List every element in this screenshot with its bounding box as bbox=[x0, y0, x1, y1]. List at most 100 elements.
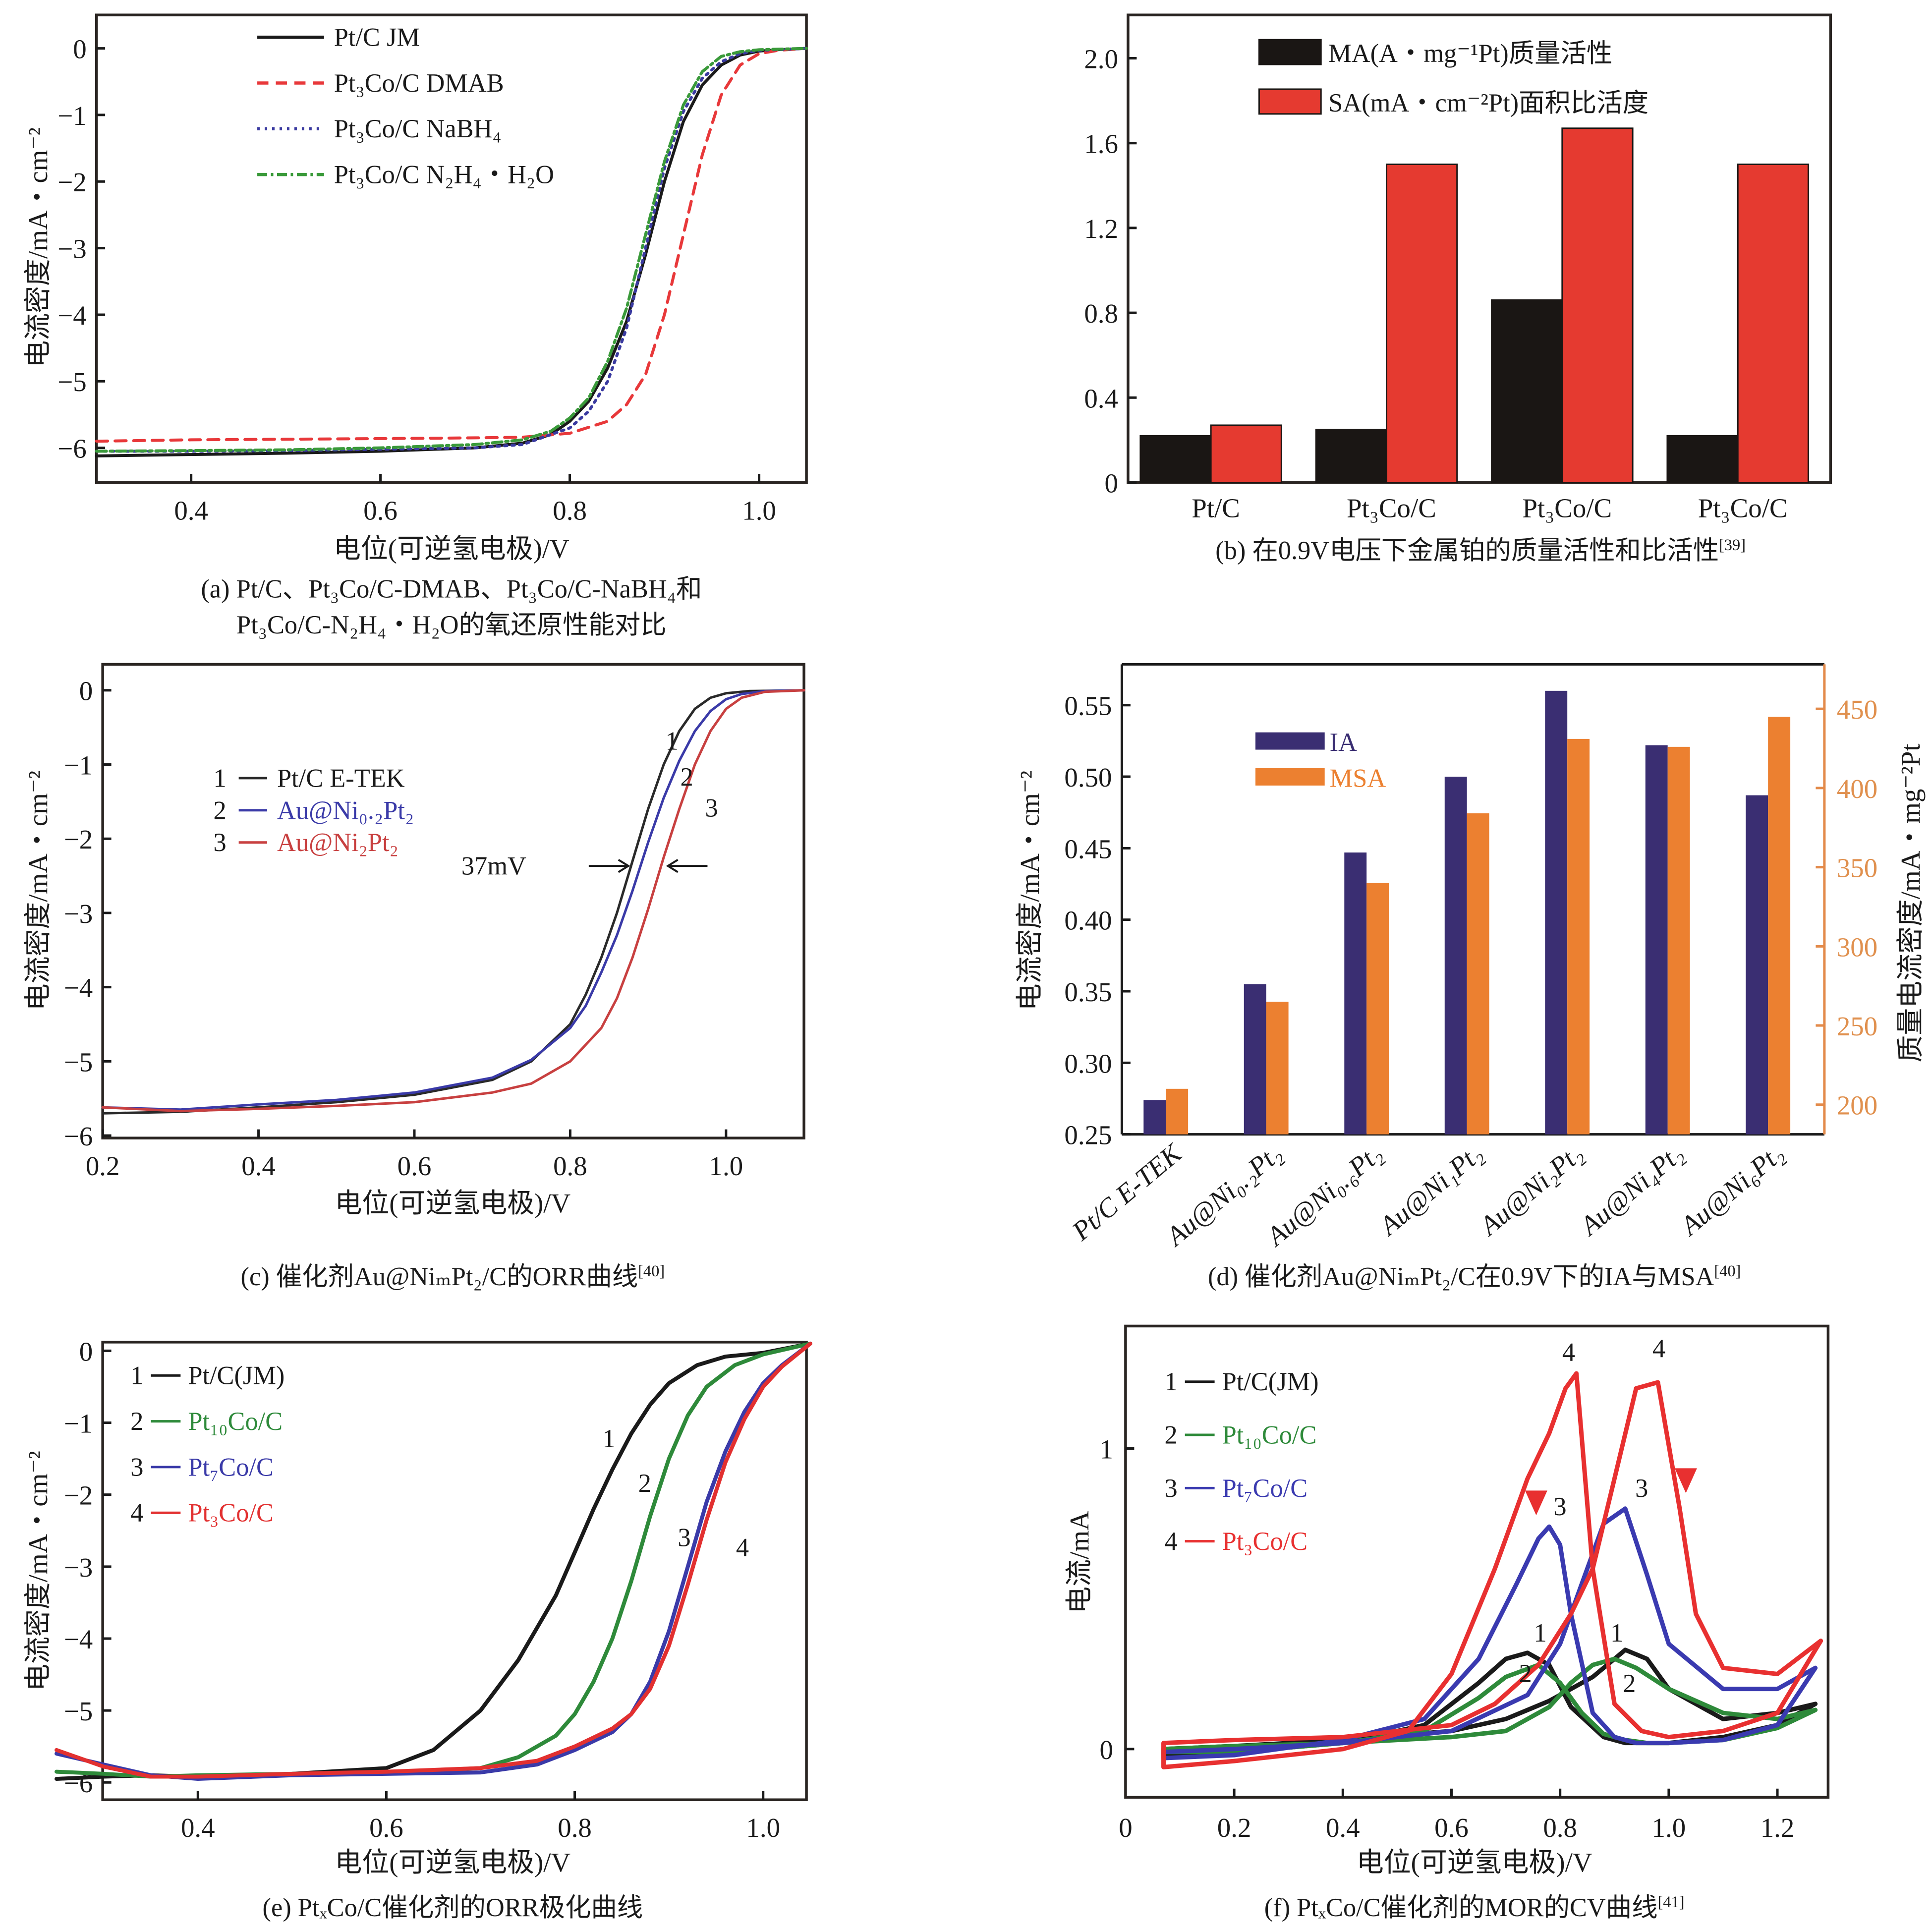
y-tick-label: −5 bbox=[64, 1696, 93, 1726]
bar bbox=[1210, 424, 1282, 483]
y-axis-label: 电流密度/mA・cm⁻² bbox=[23, 771, 53, 1011]
x-axis-label: 电位(可逆氢电极)/V bbox=[1357, 1847, 1592, 1877]
y-tick-label: 0 bbox=[1100, 1735, 1113, 1765]
x-tick-label: 1.0 bbox=[1652, 1813, 1686, 1843]
curve-label: 4 bbox=[1562, 1338, 1575, 1366]
y-tick-label: −4 bbox=[64, 973, 93, 1003]
legend-label: Au@Ni₀.₂Pt₂ bbox=[277, 796, 414, 825]
x-tick-label: 0.6 bbox=[398, 1151, 432, 1181]
x-tick-label: 1.2 bbox=[1761, 1813, 1795, 1843]
bar-msa bbox=[1166, 1088, 1189, 1135]
curve-label: 4 bbox=[736, 1533, 749, 1562]
y-axis-label: 电流密度/mA・cm⁻² bbox=[23, 1451, 53, 1691]
legend-label: SA(mA・cm⁻²Pt)面积比活度 bbox=[1328, 89, 1648, 117]
bar-ia bbox=[1444, 777, 1467, 1135]
y-tick-label: 0.40 bbox=[1064, 906, 1112, 936]
legend-label: Pt/C JM bbox=[334, 23, 420, 52]
x-axis-label: 电位(可逆氢电极)/V bbox=[335, 1847, 571, 1877]
y-tick-label: 0.8 bbox=[1084, 298, 1118, 329]
shift-annotation: 37mV bbox=[461, 852, 526, 881]
series-line bbox=[55, 1341, 812, 1779]
y-axis-right-label: 质量电流密度/mA・mg⁻²Pt bbox=[1895, 743, 1926, 1062]
plot-frame bbox=[101, 1341, 808, 1801]
panel-caption: (c) 催化剂Au@NiₘPt₂/C的ORR曲线[40] bbox=[241, 1262, 665, 1291]
panel-caption: (f) PtₓCo/C催化剂的MOR的CV曲线[41] bbox=[1264, 1893, 1685, 1922]
bar-msa bbox=[1667, 746, 1690, 1135]
legend: MA(A・mg⁻¹Pt)质量活性 SA(mA・cm⁻²Pt)面积比活度 bbox=[1258, 39, 1648, 117]
curve-label: 1 bbox=[602, 1424, 615, 1453]
legend-label: Pt₃Co/C DMAB bbox=[334, 69, 504, 98]
bar bbox=[1666, 435, 1739, 483]
legend-swatch bbox=[1255, 732, 1325, 750]
x-tick-label: 0.4 bbox=[241, 1151, 276, 1181]
bar-ia bbox=[1746, 795, 1768, 1135]
bar-msa bbox=[1467, 813, 1489, 1135]
y-axis-label: 电流/mA bbox=[1064, 1511, 1094, 1614]
y-tick-label: −1 bbox=[57, 101, 86, 131]
y-tick-label: −1 bbox=[64, 750, 93, 780]
x-tick-label: 0.4 bbox=[1326, 1813, 1360, 1843]
caption-reference: [40] bbox=[1714, 1262, 1741, 1280]
caption-reference: [40] bbox=[638, 1262, 665, 1280]
legend-label: Pt/C E-TEK bbox=[277, 764, 405, 793]
panel-caption: (b) 在0.9V电压下金属铂的质量活性和比活性[39] bbox=[1215, 536, 1746, 565]
legend-label: Pt₁₀Co/C bbox=[1222, 1421, 1317, 1450]
panel-caption: (a) Pt/C、Pt₃Co/C-DMAB、Pt₃Co/C-NaBH₄和 bbox=[201, 575, 702, 604]
panel-b: 0 0.4 0.8 1.2 1.6 2.0 Pt/C Pt₃Co/C Pt₃Co/C Pt₃Co/… bbox=[1084, 13, 1832, 565]
x-axis-label: 电位(可逆氢电极)/V bbox=[334, 534, 569, 564]
legend-number: 4 bbox=[1165, 1527, 1178, 1556]
plot-frame bbox=[101, 663, 805, 1139]
series-line bbox=[95, 47, 808, 453]
series-line bbox=[95, 47, 808, 457]
series-line bbox=[1161, 1371, 1823, 1769]
legend-label: MSA bbox=[1330, 764, 1386, 793]
y-tick-label: 0.55 bbox=[1064, 691, 1112, 721]
y-tick-label: 0 bbox=[79, 676, 93, 706]
y-tick-label: 0.50 bbox=[1064, 762, 1112, 793]
legend-number: 1 bbox=[1165, 1367, 1178, 1396]
y-tick-label: −3 bbox=[57, 234, 86, 264]
x-tick-label: 0.8 bbox=[553, 1151, 587, 1181]
panel-e: 0−1−2−3−4−5−60.4 0.6 0.8 1.01 Pt/C(JM)2 Pt₁₀C… bbox=[23, 1336, 812, 1922]
arrow-down-icon bbox=[1674, 1468, 1697, 1493]
arrow-right-icon bbox=[588, 858, 630, 873]
bar-msa bbox=[1266, 1002, 1289, 1135]
bar-ia bbox=[1645, 745, 1668, 1135]
legend: IA MSA bbox=[1255, 728, 1386, 793]
y-right-tick-label: 350 bbox=[1837, 853, 1877, 883]
x-tick-label: 1.0 bbox=[742, 495, 776, 525]
bar bbox=[1315, 429, 1387, 483]
curve-label: 3 bbox=[678, 1524, 691, 1552]
y-axis-label: 电流密度/mA・cm⁻² bbox=[1015, 771, 1045, 1011]
y-tick-label: −2 bbox=[64, 1480, 93, 1511]
bar-msa bbox=[1567, 738, 1590, 1135]
x-tick-label: 0.6 bbox=[363, 495, 398, 525]
y-tick-label: −3 bbox=[64, 1552, 93, 1583]
legend-swatch bbox=[1255, 768, 1325, 786]
curve-label: 4 bbox=[1652, 1334, 1665, 1363]
y-right-tick-label: 400 bbox=[1837, 774, 1877, 804]
legend-swatch bbox=[1258, 39, 1322, 65]
y-right-tick-label: 200 bbox=[1837, 1090, 1877, 1121]
curve-label: 2 bbox=[1623, 1669, 1636, 1698]
legend-label: Pt₃Co/C bbox=[188, 1499, 274, 1528]
y-tick-label: 0 bbox=[79, 1336, 93, 1366]
y-tick-label: −2 bbox=[64, 824, 93, 854]
y-tick-label: −1 bbox=[64, 1408, 93, 1438]
y-tick-label: −5 bbox=[57, 367, 86, 397]
legend-label: Pt₃Co/C N₂H₄・H₂O bbox=[334, 161, 554, 189]
panel-caption: (d) 催化剂Au@NiₘPt₂/C在0.9V下的IA与MSA[40] bbox=[1208, 1262, 1741, 1291]
bar-msa bbox=[1366, 883, 1389, 1135]
x-tick-label: 0.2 bbox=[1217, 1813, 1251, 1843]
x-tick-label: Pt₃Co/C bbox=[1347, 493, 1436, 523]
curve-label: 1 bbox=[1610, 1619, 1623, 1647]
x-tick-label: 1.0 bbox=[746, 1813, 780, 1843]
x-tick-label: 0.8 bbox=[558, 1813, 592, 1843]
panel-caption: Pt₃Co/C-N₂H₄・H₂O的氧还原性能对比 bbox=[236, 611, 667, 639]
curve-label: 1 bbox=[666, 727, 679, 756]
legend-label: Pt₇Co/C bbox=[1222, 1474, 1308, 1503]
x-tick-label: 0.6 bbox=[369, 1813, 403, 1843]
curve-label: 2 bbox=[638, 1469, 651, 1498]
